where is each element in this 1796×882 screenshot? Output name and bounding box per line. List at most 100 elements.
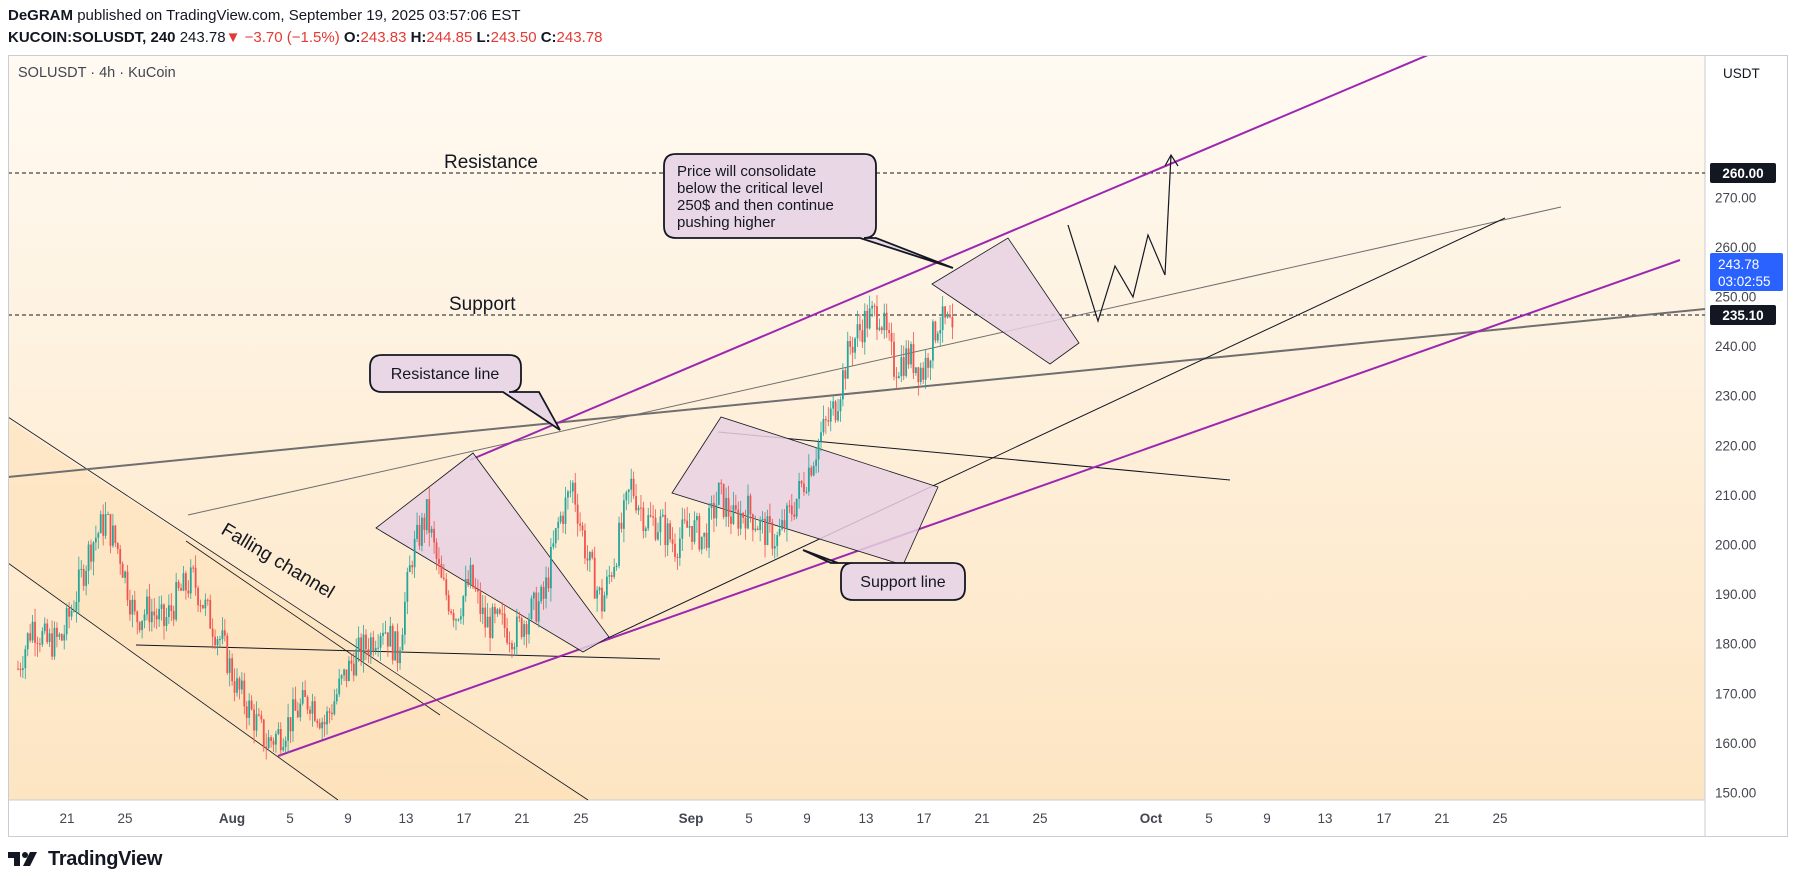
low-value: 243.50 <box>490 29 537 46</box>
candle <box>851 336 854 366</box>
candle <box>221 617 224 645</box>
candle <box>844 367 847 390</box>
consolidation-callout[interactable]: Price will consolidate below the critica… <box>663 153 954 269</box>
support-trendline[interactable] <box>607 217 1506 639</box>
price-axis[interactable]: 150.00 160.00 170.00 180.00 190.00 200.00 210.… <box>1715 190 1756 800</box>
candle <box>238 676 241 700</box>
candle <box>494 603 496 624</box>
candle <box>883 303 886 339</box>
candle <box>854 336 856 360</box>
candle <box>917 366 920 396</box>
candle <box>331 704 333 721</box>
candle <box>863 303 866 355</box>
candle <box>951 303 954 340</box>
candle <box>119 544 122 575</box>
candle <box>435 538 438 571</box>
descending-resistance-line[interactable] <box>717 431 1231 481</box>
candle <box>669 520 672 543</box>
time-axis[interactable]: 21 25 Aug 5 9 13 17 21 25 Sep 5 9 13 17 21 25 Oct 5 9 13 17 2… <box>59 811 1507 826</box>
candle <box>355 638 358 677</box>
falling-channel-upper[interactable] <box>8 416 589 801</box>
candle <box>138 621 141 633</box>
candle <box>696 512 698 533</box>
price-chart[interactable]: SOLUSDT · 4h · KuCoin USDT Resistance Su… <box>8 55 1788 837</box>
support-callout-body <box>802 549 966 601</box>
candle <box>19 662 22 677</box>
candle <box>289 717 292 743</box>
candle <box>65 603 68 641</box>
candle <box>309 706 311 721</box>
resistance-trendline[interactable] <box>8 308 1706 478</box>
candle <box>48 628 51 647</box>
ascending-channel-lower[interactable] <box>277 259 1681 757</box>
consolidation-line-1: Price will consolidate <box>677 163 816 180</box>
ascending-channel-upper[interactable] <box>469 55 1429 461</box>
flag-shape-1[interactable] <box>375 452 610 653</box>
candle <box>51 620 53 660</box>
symbol-timeframe[interactable]: KUCOIN:SOLUSDT, 240 <box>8 29 176 46</box>
falling-channel-lower[interactable] <box>8 562 339 801</box>
candle <box>102 504 105 546</box>
candle <box>267 729 270 749</box>
candle <box>647 507 650 531</box>
candle <box>75 591 78 623</box>
y-tick-label: 220.00 <box>1715 438 1756 453</box>
candle <box>681 507 684 552</box>
candle <box>742 511 745 524</box>
candle <box>486 603 489 628</box>
x-tick-label: 17 <box>1376 811 1391 826</box>
candle <box>661 508 664 518</box>
consolidation-line-4: pushing higher <box>677 214 775 231</box>
candle <box>496 607 499 617</box>
x-tick-label: 25 <box>117 811 132 826</box>
x-tick-label: 5 <box>286 811 294 826</box>
falling-channel-mid[interactable] <box>185 540 441 716</box>
candle <box>165 607 168 632</box>
candle <box>360 633 362 666</box>
x-tick-label: 17 <box>456 811 471 826</box>
candle <box>185 570 187 600</box>
candle <box>340 674 343 685</box>
x-tick-label: 25 <box>573 811 588 826</box>
candle <box>571 480 574 504</box>
candle <box>31 614 34 643</box>
candle <box>343 668 345 681</box>
candle <box>333 689 336 716</box>
flag-shape-2[interactable] <box>671 416 939 566</box>
support-line-callout[interactable]: Support line <box>802 549 966 601</box>
candle <box>703 532 706 550</box>
candle <box>104 502 107 540</box>
candle <box>537 592 540 628</box>
candle <box>698 512 701 552</box>
candle <box>206 598 209 606</box>
candle <box>158 596 161 627</box>
candle <box>866 304 869 338</box>
candle <box>842 363 844 407</box>
candle <box>652 504 654 527</box>
candle <box>535 586 538 624</box>
currency-label[interactable]: USDT <box>1723 66 1760 81</box>
candle <box>146 589 148 621</box>
ohlc-line: KUCOIN:SOLUSDT, 240 243.78▼ −3.70 (−1.5%… <box>8 28 1788 48</box>
candle <box>467 570 470 587</box>
candle <box>112 513 114 548</box>
candle <box>727 485 730 528</box>
candle <box>148 584 151 632</box>
candle <box>404 592 406 645</box>
projection-path[interactable] <box>1067 154 1172 324</box>
candle <box>328 707 331 724</box>
candle <box>136 610 139 635</box>
x-tick-label: 13 <box>1317 811 1332 826</box>
tradingview-brand[interactable]: TradingView <box>48 847 163 870</box>
candle <box>204 593 207 616</box>
y-tick-label: 250.00 <box>1715 290 1756 305</box>
resistance-line-callout[interactable]: Resistance line <box>369 354 561 431</box>
candle <box>773 533 776 559</box>
tradingview-logo-icon[interactable] <box>8 850 44 868</box>
inner-trendline-upper[interactable] <box>187 206 1562 516</box>
author-name[interactable]: DeGRAM <box>8 7 74 24</box>
candle <box>85 565 88 596</box>
candle <box>783 509 786 533</box>
flag-shape-3[interactable] <box>931 237 1080 365</box>
candle <box>389 616 392 647</box>
